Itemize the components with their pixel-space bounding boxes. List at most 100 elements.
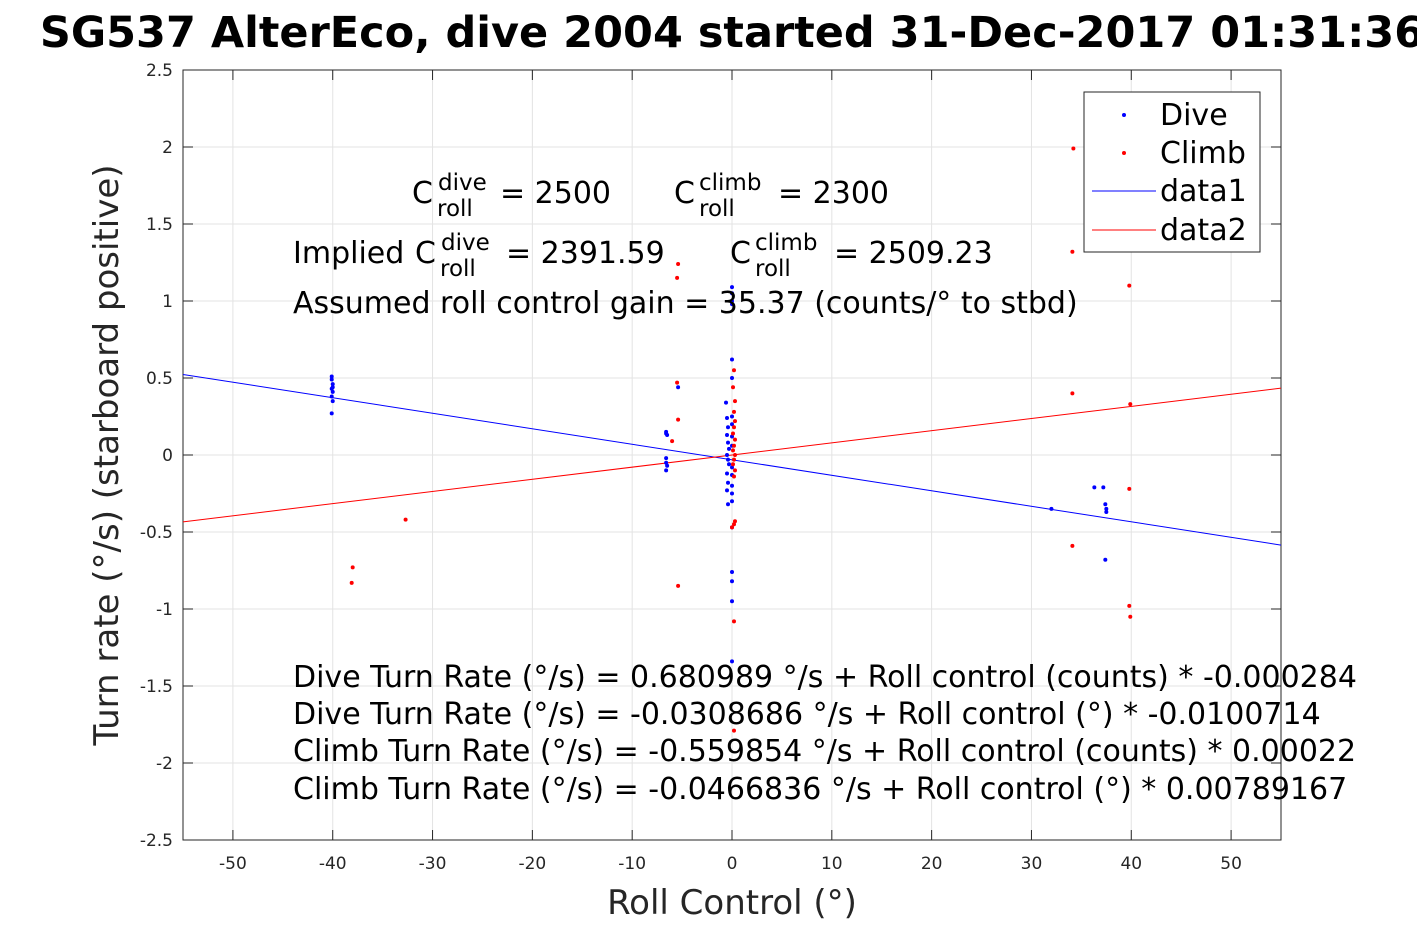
climb-point [676, 417, 681, 422]
c-roll-climb-base: C [674, 176, 695, 211]
c-roll-dive-sup: dive [438, 170, 487, 196]
climb-point [731, 522, 736, 527]
climb-point [732, 468, 737, 473]
climb-point [732, 419, 737, 424]
climb-point [731, 425, 736, 430]
x-axis-label: Roll Control (°) [607, 883, 857, 923]
dive-point [330, 382, 335, 387]
climb-point [349, 580, 354, 585]
dive-point [329, 377, 334, 382]
x-tick-label: 30 [1021, 854, 1043, 874]
y-tick-label: 0 [162, 446, 173, 466]
implied-c-roll-climb: C climb roll = 2509.23 [730, 230, 993, 282]
y-tick-label: -1 [156, 600, 173, 620]
equation-climb-counts: Climb Turn Rate (°/s) = -0.559854 °/s + … [293, 734, 1356, 769]
svg-text:C: C [412, 176, 433, 211]
climb-point [730, 431, 735, 436]
climb-point [732, 399, 737, 404]
climb-point [403, 517, 408, 522]
climb-point [676, 583, 681, 588]
dive-point [664, 456, 669, 461]
climb-point [1070, 543, 1075, 548]
roll-gain-text: Assumed roll control gain = 35.37 (count… [293, 286, 1078, 321]
climb-point [731, 368, 736, 373]
climb-point [1071, 146, 1076, 151]
equation-dive-counts: Dive Turn Rate (°/s) = 0.680989 °/s + Ro… [293, 660, 1357, 695]
dive-point [725, 488, 730, 493]
climb-point [1128, 614, 1133, 619]
climb-point [732, 453, 737, 457]
legend-label-data2: data2 [1160, 213, 1247, 248]
x-tick-label: -40 [319, 854, 347, 874]
climb-point [1127, 603, 1132, 608]
x-tick-label: -50 [219, 854, 247, 874]
dive-point [725, 416, 730, 421]
climb-point [675, 380, 680, 385]
climb-point [730, 448, 735, 453]
x-tick-label: 0 [727, 854, 738, 874]
implied-dive-sup: dive [441, 230, 490, 256]
x-tick-label: 40 [1120, 854, 1142, 874]
implied-climb-sub: roll [755, 256, 791, 282]
c-roll-climb-sup: climb [699, 170, 761, 196]
dive-point [1104, 506, 1109, 511]
dive-point [730, 434, 734, 439]
dive-point [730, 483, 734, 488]
climb-point [350, 565, 355, 570]
dive-point [725, 432, 730, 437]
climb-point [730, 525, 734, 530]
dive-point [730, 376, 734, 380]
dive-point [730, 570, 734, 575]
y-tick-label: -2.5 [140, 831, 173, 851]
y-tick-label: 2.5 [146, 61, 173, 81]
dive-point [730, 299, 734, 303]
dive-point [730, 357, 734, 362]
c-roll-dive-value: = 2500 [500, 176, 611, 211]
x-tick-label: 10 [821, 854, 843, 874]
dive-point [726, 502, 731, 507]
climb-point [1070, 249, 1075, 254]
dive-point [724, 400, 729, 405]
dive-point [730, 302, 734, 307]
x-tick-label: -30 [419, 854, 447, 874]
climb-point [732, 519, 737, 524]
legend-marker-dive [1122, 113, 1126, 117]
dive-point [1103, 557, 1108, 562]
climb-point [730, 385, 735, 390]
dive-point [726, 480, 731, 485]
x-tick-label: 20 [921, 854, 943, 874]
dive-point [730, 291, 734, 296]
dive-point [665, 432, 670, 437]
dive-point [1101, 485, 1106, 490]
implied-prefix: Implied [293, 236, 404, 271]
annotations: C dive roll = 2500 C climb roll = 2300 I… [293, 170, 1357, 807]
dive-point [730, 579, 734, 584]
dive-point [1092, 485, 1097, 490]
dive-point [665, 463, 670, 468]
dive-point [329, 374, 334, 379]
dive-point [1049, 506, 1054, 511]
dive-point [329, 411, 334, 416]
dive-point [730, 659, 734, 664]
dive-point [725, 471, 730, 476]
y-tick-label: -2 [156, 754, 173, 774]
legend: Dive Climb data1 data2 [1083, 91, 1261, 253]
dive-point [730, 491, 734, 496]
climb-point [1070, 391, 1075, 396]
y-tick-label: -1.5 [140, 677, 173, 697]
c-roll-climb-sub: roll [699, 196, 735, 222]
c-roll-dive-sub: roll [437, 196, 473, 222]
c-roll-dive-base: C [412, 176, 433, 211]
c-roll-climb: C climb roll = 2300 [674, 170, 889, 222]
climb-point [731, 443, 736, 448]
dive-point [730, 414, 734, 419]
fit-line-data1 [183, 373, 1281, 546]
fit-lines [183, 373, 1281, 546]
dive-point [725, 453, 730, 457]
c-roll-dive: C dive roll = 2500 [412, 170, 611, 222]
climb-point [731, 474, 736, 479]
dive-point [727, 462, 732, 467]
dive-point [726, 457, 731, 462]
legend-label-dive: Dive [1160, 98, 1228, 133]
